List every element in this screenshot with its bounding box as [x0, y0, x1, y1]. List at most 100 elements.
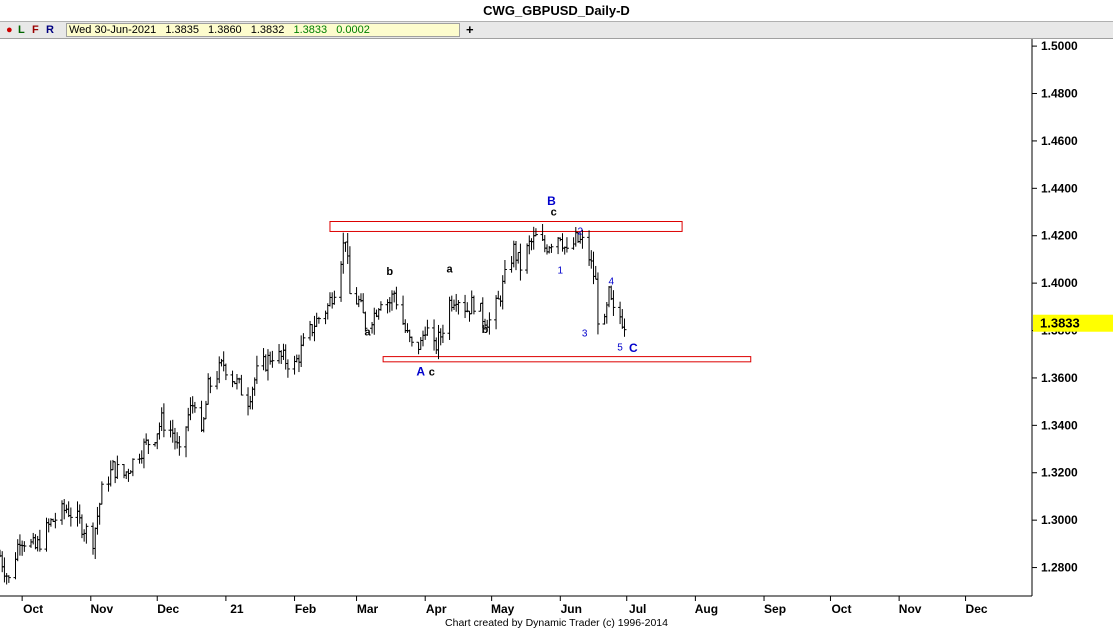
- plus-icon[interactable]: +: [466, 22, 474, 37]
- x-tick-label: Apr: [426, 602, 447, 616]
- ohlc-bar: [416, 341, 421, 355]
- ohlc-bar: [529, 238, 534, 251]
- x-tick-label: Aug: [695, 602, 718, 616]
- ohlc-bar: [126, 468, 131, 482]
- ohlc-bar: [440, 324, 445, 344]
- ohlc-bar: [345, 232, 350, 264]
- ohlc-bar: [622, 318, 627, 337]
- ohlc-bar: [122, 464, 127, 479]
- indicator-r-button[interactable]: R: [46, 24, 54, 36]
- ohlc-bar: [20, 540, 25, 556]
- ohlc-bar: [514, 240, 518, 271]
- ohlc-bar: [261, 348, 266, 371]
- ohlc-bar: [95, 506, 100, 535]
- ohlc-bar: [394, 286, 399, 310]
- y-tick-label: 1.2800: [1041, 561, 1078, 575]
- ohlc-bar: [409, 336, 414, 347]
- y-tick-label: 1.4800: [1041, 87, 1078, 101]
- ohlc-bar: [215, 371, 220, 390]
- indicator-dot-icon[interactable]: ●: [6, 24, 13, 36]
- ohlc-bar: [310, 324, 315, 337]
- ohlc-bar: [560, 233, 565, 252]
- ohlc-bar: [4, 573, 9, 585]
- x-tick-label: Feb: [295, 602, 316, 616]
- wave-label: c: [429, 367, 435, 379]
- ohlc-bar: [93, 527, 98, 560]
- ohlc-bar: [387, 297, 392, 313]
- ohlc-bar: [217, 356, 222, 384]
- quote-low: 1.3832: [250, 24, 285, 36]
- wave-label: a: [365, 326, 372, 338]
- ohlc-bar: [316, 316, 321, 324]
- x-tick-label: Oct: [23, 602, 43, 616]
- ohlc-bar: [301, 333, 306, 347]
- target-zone: [329, 221, 683, 232]
- ohlc-bar: [361, 293, 366, 314]
- ohlc-bar: [113, 461, 118, 484]
- ohlc-bar: [602, 313, 607, 325]
- ohlc-bar: [22, 541, 27, 552]
- ohlc-bar: [99, 481, 104, 505]
- quote-box: Wed 30-Jun-2021 1.3835 1.3860 1.3832 1.3…: [66, 23, 460, 37]
- last-price-label: 1.3833: [1040, 316, 1080, 331]
- ohlc-bar: [401, 295, 406, 325]
- ohlc-bar: [221, 351, 226, 372]
- ohlc-bar: [595, 272, 600, 335]
- ohlc-bar: [385, 299, 390, 314]
- y-tick-label: 1.3400: [1041, 418, 1078, 432]
- ohlc-bar: [268, 351, 273, 365]
- ohlc-bar: [609, 285, 614, 301]
- ohlc-bar: [172, 427, 177, 450]
- ohlc-bar: [343, 241, 348, 252]
- ohlc-bar: [77, 504, 82, 524]
- ohlc-bar: [108, 460, 113, 487]
- ohlc-bar: [75, 501, 80, 527]
- ohlc-bar: [68, 507, 73, 527]
- ohlc-bar: [347, 246, 352, 295]
- wave-label: 5: [617, 343, 623, 354]
- ohlc-bar: [37, 529, 42, 552]
- ohlc-bar: [184, 426, 189, 458]
- ohlc-bar: [234, 374, 239, 390]
- ohlc-bar: [494, 295, 499, 330]
- wave-label: c: [551, 207, 557, 219]
- y-tick-label: 1.3200: [1041, 466, 1078, 480]
- ohlc-bar: [263, 354, 268, 372]
- ohlc-bar: [66, 501, 71, 518]
- x-tick-label: Oct: [831, 602, 851, 616]
- ohlc-bar: [500, 275, 505, 310]
- ohlc-bar: [339, 261, 344, 302]
- x-tick-label: Nov: [899, 602, 922, 616]
- x-tick-label: Mar: [357, 602, 379, 616]
- ohlc-bar: [46, 518, 51, 533]
- y-tick-label: 1.4600: [1041, 134, 1078, 148]
- indicator-f-button[interactable]: F: [32, 24, 39, 36]
- ohlc-bar: [502, 259, 507, 284]
- ohlc-bar: [177, 436, 182, 456]
- ohlc-bar: [611, 290, 616, 316]
- ohlc-bar: [618, 301, 623, 325]
- ohlc-bar: [33, 534, 38, 550]
- ohlc-bar: [405, 323, 410, 333]
- ohlc-bar: [192, 401, 197, 413]
- x-tick-label: May: [491, 602, 515, 616]
- ohlc-bar: [2, 557, 7, 583]
- ohlc-bar: [248, 395, 253, 410]
- y-tick-label: 1.4000: [1041, 276, 1078, 290]
- ohlc-bar: [270, 350, 275, 368]
- window-title: CWG_GBPUSD_Daily-D: [0, 0, 1113, 22]
- ohlc-bar: [527, 235, 532, 255]
- ohlc-bar: [531, 226, 536, 250]
- ohlc-bar: [436, 324, 441, 360]
- ohlc-bar: [296, 354, 301, 373]
- ohlc-bar: [35, 535, 40, 552]
- ohlc-bar: [589, 250, 594, 269]
- zone-layer: [329, 221, 752, 363]
- toolbar: ● L F R Wed 30-Jun-2021 1.3835 1.3860 1.…: [0, 22, 1113, 39]
- ohlc-bar: [354, 287, 359, 305]
- indicator-l-button[interactable]: L: [18, 24, 25, 36]
- ohlc-bar: [556, 237, 561, 255]
- last-price-tag: [1033, 314, 1113, 332]
- ohlc-bar: [299, 335, 304, 368]
